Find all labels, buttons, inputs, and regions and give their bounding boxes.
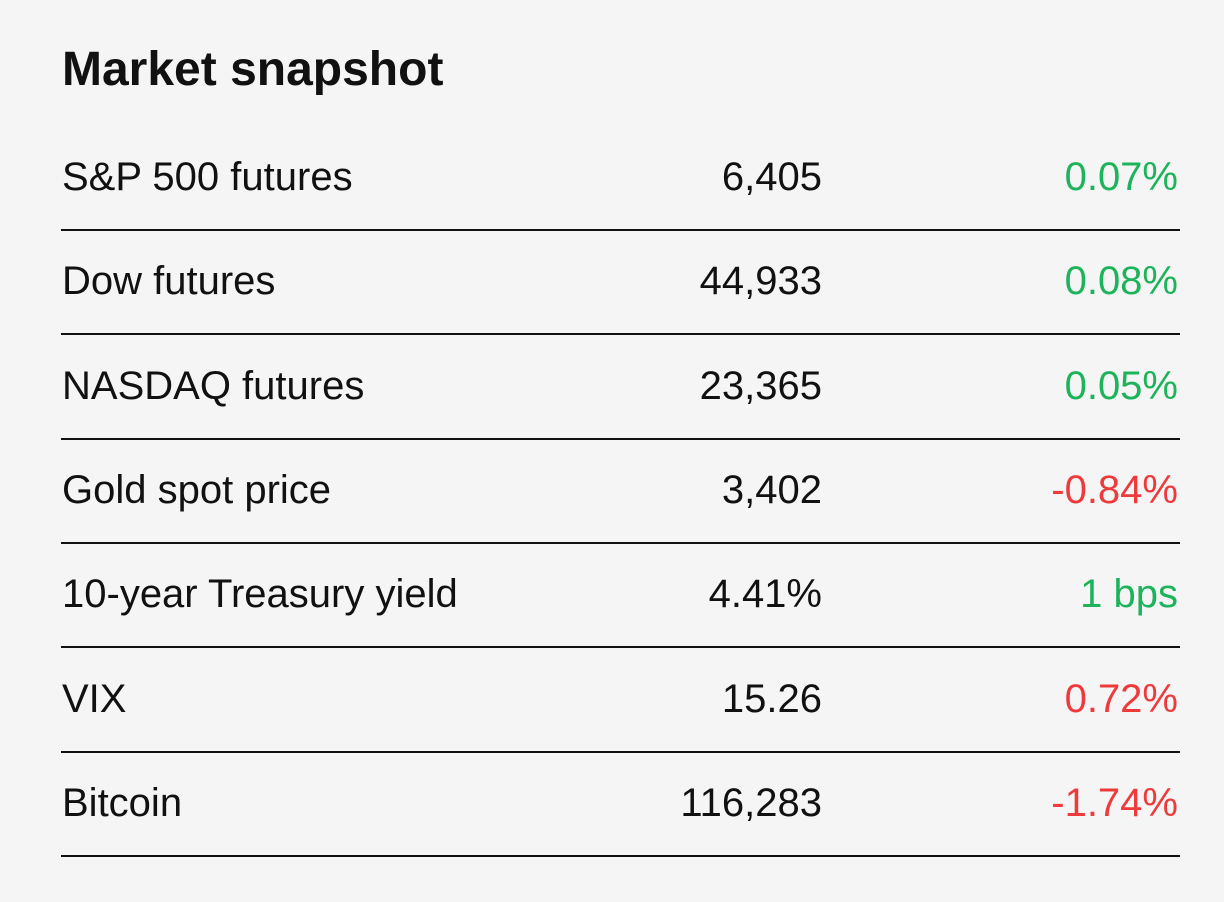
row-change: 0.07% [1064, 155, 1178, 199]
row-value: 116,283 [680, 780, 822, 825]
row-value: 23,365 [699, 363, 822, 408]
row-divider [61, 333, 1180, 336]
row-name: NASDAQ futures [62, 363, 365, 408]
row-change: 0.05% [1064, 363, 1178, 408]
row-divider [61, 229, 1180, 231]
row-value: 15.26 [721, 676, 822, 721]
row-change: 0.08% [1064, 259, 1178, 304]
row-name: Gold spot price [62, 467, 332, 512]
row-name: Bitcoin [62, 780, 183, 825]
row-value: 6,405 [721, 155, 822, 199]
row-name: S&P 500 futures [62, 155, 353, 199]
row-name: 10-year Treasury yield [62, 572, 458, 617]
row-change: 1 bps [1080, 572, 1178, 617]
row-change: -0.84% [1051, 467, 1178, 512]
row-name: Dow futures [62, 259, 276, 304]
row-value: 4.41% [708, 572, 822, 617]
row-divider [61, 437, 1180, 440]
row-value: 44,933 [699, 259, 822, 304]
row-divider [61, 854, 1180, 857]
row-change: 0.72% [1064, 676, 1178, 721]
row-divider [61, 541, 1180, 544]
row-value: 3,402 [721, 467, 822, 512]
row-divider [61, 646, 1180, 649]
title: Market snapshot [62, 43, 444, 96]
row-change: -1.74% [1051, 780, 1178, 825]
row-name: VIX [62, 676, 127, 721]
row-divider [61, 750, 1180, 753]
